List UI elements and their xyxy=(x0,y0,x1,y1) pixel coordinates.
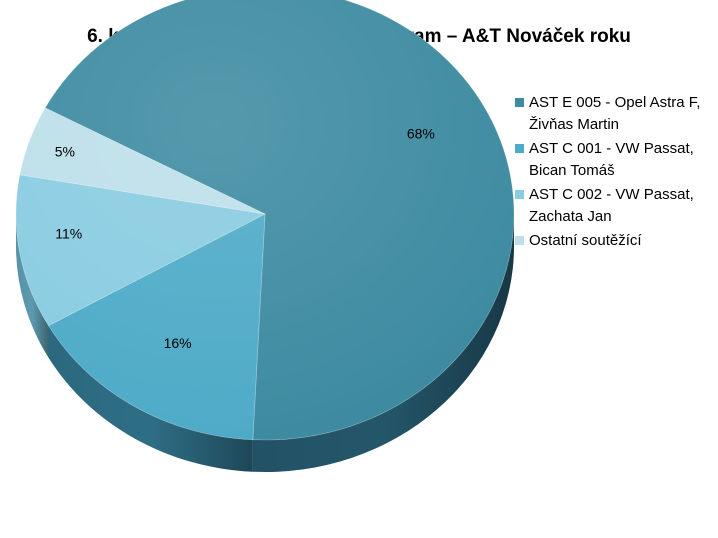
legend-swatch xyxy=(515,98,524,107)
legend-item: AST C 002 - VW Passat, Zachata Jan xyxy=(514,184,714,228)
legend-label: AST E 005 - Opel Astra F, Živňas Martin xyxy=(529,94,701,133)
legend-label: AST C 001 - VW Passat, Bican Tomáš xyxy=(529,140,694,179)
pie-data-label: 16% xyxy=(164,335,192,351)
legend-swatch xyxy=(515,190,524,199)
pie-data-label: 68% xyxy=(407,126,435,142)
legend-swatch xyxy=(515,236,524,245)
pie-slice-side-shade xyxy=(16,214,49,358)
pie-slice-side-shade xyxy=(252,214,514,472)
legend-item: AST E 005 - Opel Astra F, Živňas Martin xyxy=(514,92,714,136)
pie-slice-side-shade xyxy=(48,325,253,472)
pie-data-labels: 68% 16% 11% 5% xyxy=(55,126,435,351)
legend-item: Ostatní soutěžící xyxy=(514,230,714,252)
pie-shine xyxy=(16,0,514,440)
pie-sides xyxy=(16,214,514,472)
pie-slices xyxy=(15,0,515,441)
legend-label: Ostatní soutěžící xyxy=(529,232,642,249)
legend-item: AST C 001 - VW Passat, Bican Tomáš xyxy=(514,138,714,182)
chart-legend: AST E 005 - Opel Astra F, Živňas Martin A… xyxy=(514,92,714,254)
legend-label: AST C 002 - VW Passat, Zachata Jan xyxy=(529,186,694,225)
pie-data-label: 5% xyxy=(55,143,75,159)
legend-swatch xyxy=(515,144,524,153)
pie-data-label: 11% xyxy=(55,225,82,241)
